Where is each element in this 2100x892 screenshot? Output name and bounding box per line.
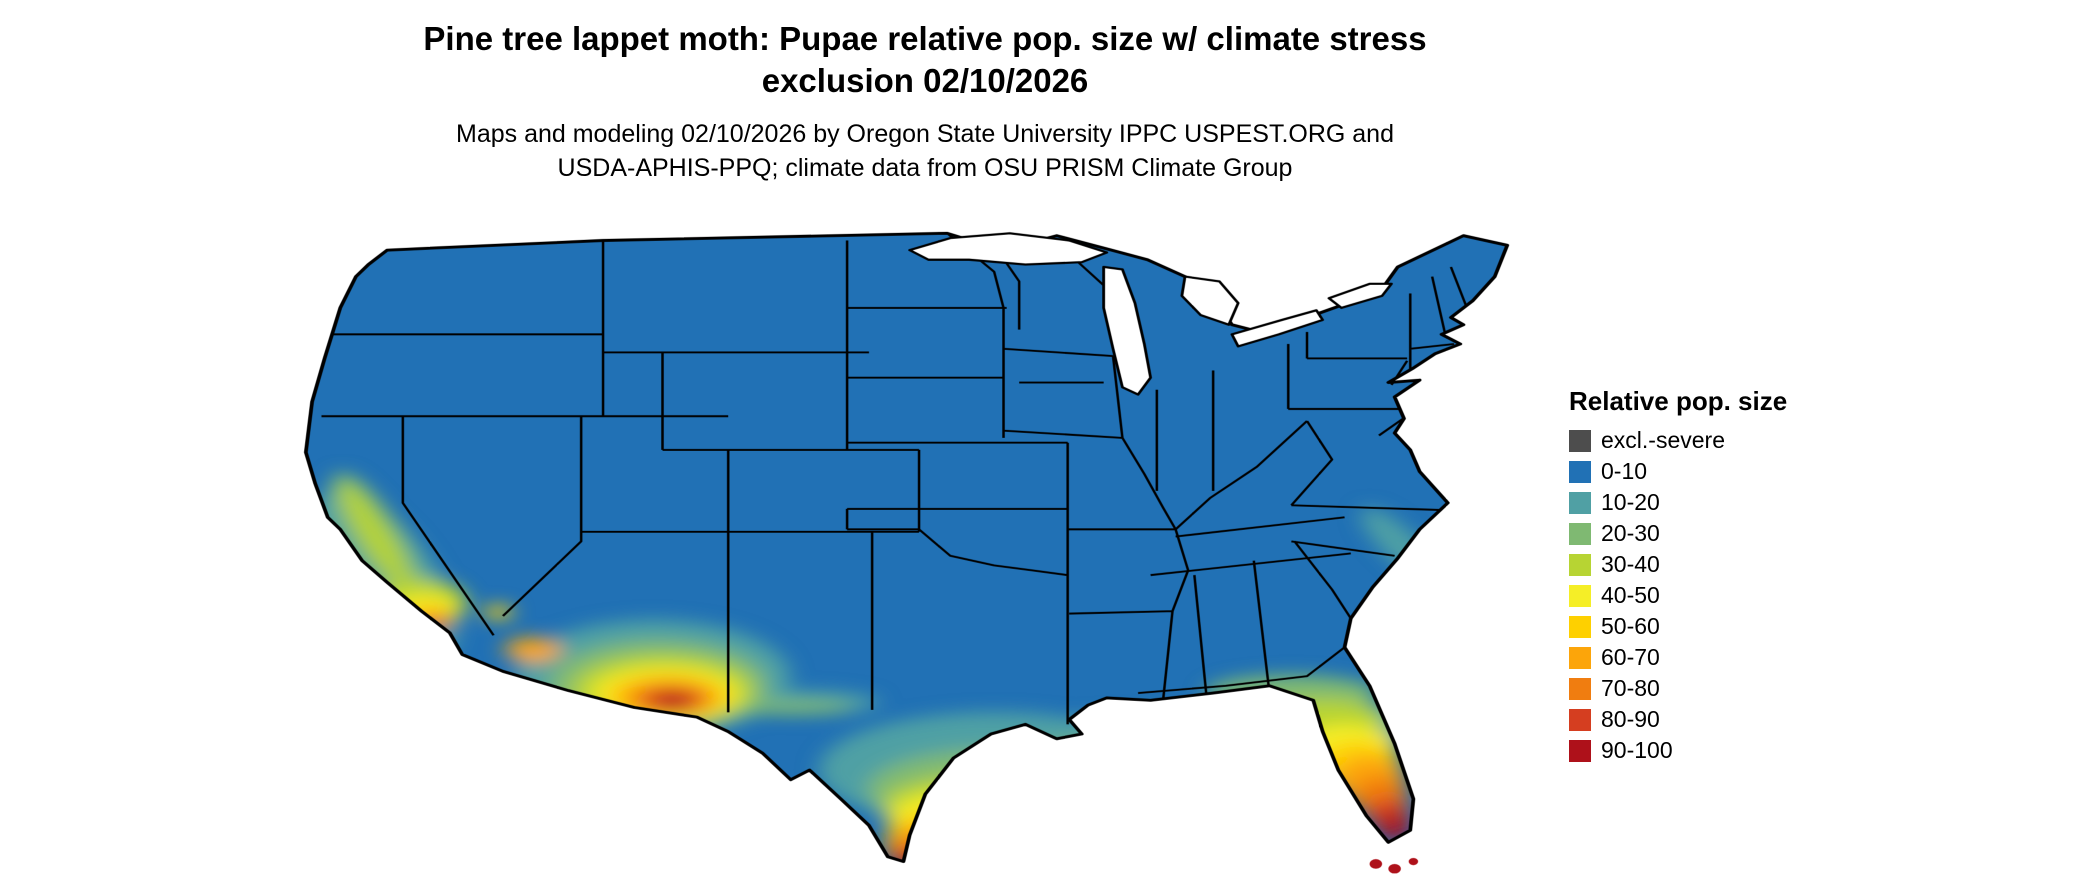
lake-huron — [1180, 275, 1240, 326]
subtitle-line1: Maps and modeling 02/10/2026 by Oregon S… — [456, 120, 1394, 149]
legend-label: excl.-severe — [1601, 427, 1725, 453]
map-legend: Relative pop. size excl.-severe 0-10 10-20… — [1569, 386, 1787, 768]
us-risk-map — [298, 220, 1526, 882]
state-borders-central — [845, 233, 1190, 725]
lake-superior — [908, 232, 1109, 266]
legend-swatch — [1569, 584, 1591, 607]
heat-blob — [894, 855, 923, 862]
legend-item: 30-40 — [1569, 551, 1787, 578]
heat-blob — [818, 712, 1170, 828]
legend-item: 80-90 — [1569, 706, 1787, 733]
heat-blob — [340, 481, 409, 587]
legend-item: 0-10 — [1569, 458, 1787, 485]
legend-item: 70-80 — [1569, 675, 1787, 702]
legend-item: 20-30 — [1569, 520, 1787, 547]
legend-item: excl.-severe — [1569, 427, 1787, 454]
legend-swatch — [1569, 708, 1591, 731]
heat-blob — [484, 605, 513, 620]
legend-label: 10-20 — [1601, 489, 1660, 515]
legend-item: 50-60 — [1569, 613, 1787, 640]
legend-item: 40-50 — [1569, 582, 1787, 609]
figure-subtitle: Maps and modeling 02/10/2026 by Oregon S… — [0, 118, 1850, 186]
legend-swatch — [1569, 677, 1591, 700]
state-borders-east — [1074, 259, 1471, 701]
us-map-svg — [303, 231, 1510, 874]
legend-label: 20-30 — [1601, 520, 1660, 546]
legend-title: Relative pop. size — [1569, 386, 1788, 416]
legend-label: 30-40 — [1601, 551, 1660, 577]
figure-header: Pine tree lappet moth: Pupae relative po… — [0, 18, 1850, 186]
legend-item: 60-70 — [1569, 644, 1787, 671]
legend-label: 80-90 — [1601, 706, 1660, 732]
legend-item: 90-100 — [1569, 737, 1787, 764]
heat-blob — [504, 637, 561, 662]
lake-michigan — [1102, 265, 1152, 396]
keys-dot — [1369, 859, 1383, 869]
state-borders — [321, 233, 1471, 725]
page-title-line2: exclusion 02/10/2026 — [761, 62, 1089, 100]
legend-items: excl.-severe 0-10 10-20 20-30 30-40 40-50 50-6… — [1569, 427, 1787, 764]
legend-swatch — [1569, 429, 1591, 452]
subtitle-line2: USDA-APHIS-PPQ; climate data from OSU PR… — [557, 154, 1293, 183]
keys-dot — [1388, 863, 1401, 874]
national-outline — [303, 231, 1510, 863]
heat-blob — [998, 713, 1350, 767]
legend-swatch — [1569, 615, 1591, 638]
legend-label: 90-100 — [1601, 737, 1673, 763]
lake-erie — [1230, 309, 1325, 348]
legend-swatch — [1569, 739, 1591, 762]
land-area — [305, 233, 1508, 862]
florida-keys — [1369, 857, 1419, 874]
heat-blob — [728, 700, 854, 715]
heat-blob — [656, 694, 691, 709]
legend-label: 40-50 — [1601, 582, 1660, 608]
legend-item: 10-20 — [1569, 489, 1787, 516]
heat-blob — [1020, 737, 1318, 769]
state-borders-west — [321, 240, 921, 713]
lake-ontario — [1327, 282, 1393, 309]
legend-swatch — [1569, 522, 1591, 545]
legend-swatch — [1569, 491, 1591, 514]
legend-swatch — [1569, 646, 1591, 669]
legend-swatch — [1569, 460, 1591, 483]
great-lakes — [908, 232, 1393, 396]
legend-label: 0-10 — [1601, 458, 1648, 484]
heat-blob — [1044, 749, 1295, 772]
legend-label: 60-70 — [1601, 644, 1660, 670]
legend-swatch — [1569, 553, 1591, 576]
legend-label: 50-60 — [1601, 613, 1660, 639]
page-title: Pine tree lappet moth: Pupae relative po… — [423, 20, 1427, 57]
legend-label: 70-80 — [1601, 675, 1660, 701]
keys-dot — [1408, 857, 1419, 866]
